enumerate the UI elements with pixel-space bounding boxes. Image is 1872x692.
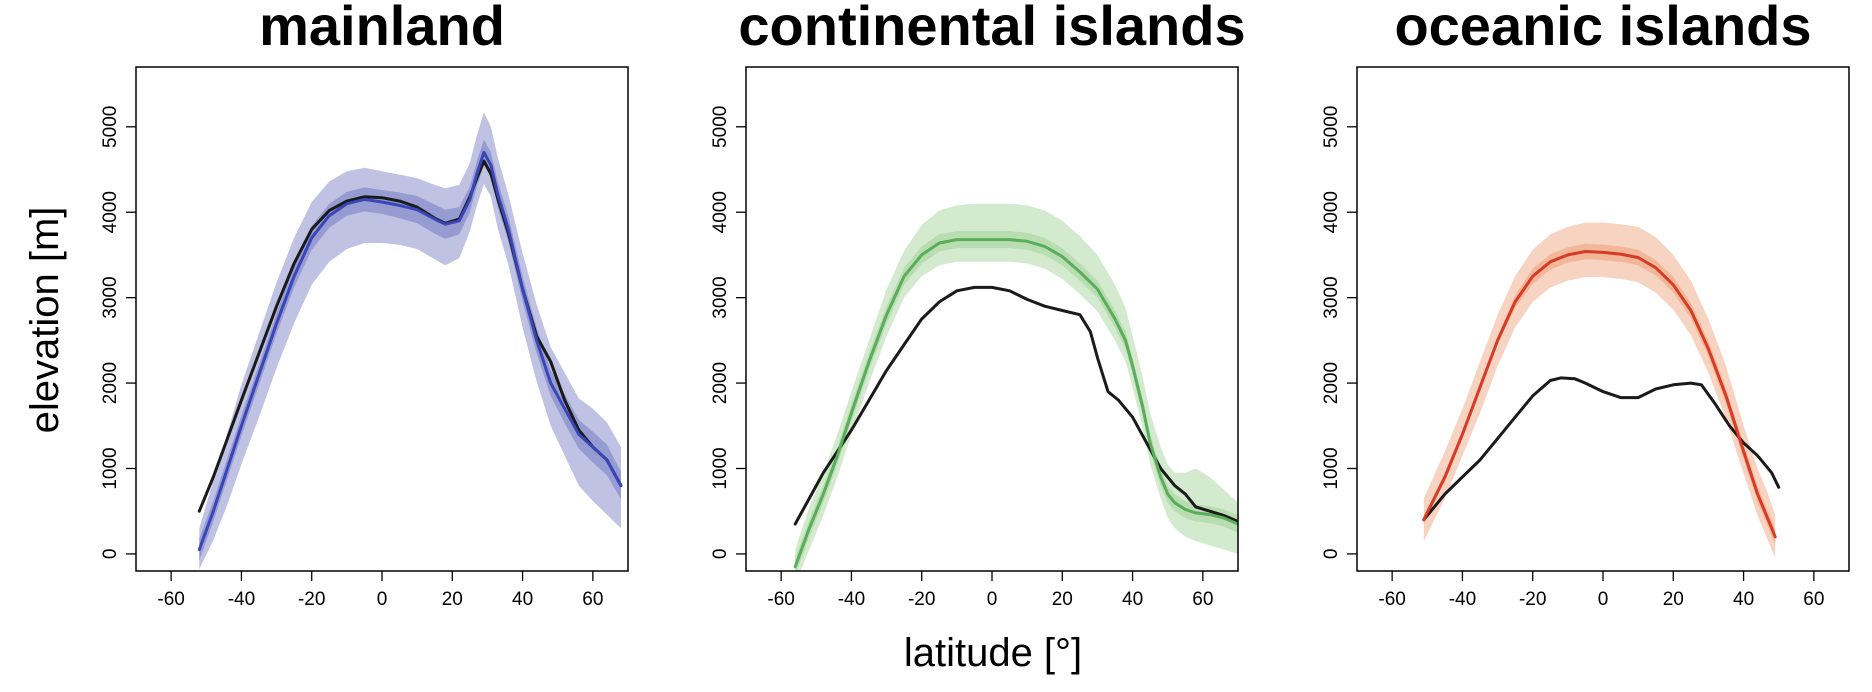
panel-oceanic-islands: -60 -40 -20 0 20 40 60 0 1000 2000 3000 4000 5000 oce… — [1321, 0, 1850, 610]
continental-islands-x-tick-label: 60 — [1192, 589, 1213, 610]
mainland-y-tick-label: 2000 — [100, 362, 121, 404]
continental-islands-x-tick-label: -40 — [838, 589, 865, 610]
continental-islands-outer-band — [795, 203, 1238, 571]
mainland-y-tick-label: 4000 — [100, 191, 121, 233]
oceanic-islands-x-tick-label: 0 — [1598, 589, 1609, 610]
oceanic-islands-y-tick-label: 3000 — [1321, 276, 1342, 318]
oceanic-islands-x-tick-label: -20 — [1519, 589, 1546, 610]
continental-islands-title: continental islands — [738, 0, 1245, 57]
oceanic-islands-color-line — [1422, 250, 1777, 539]
y-axis-label: elevation [m] — [23, 207, 67, 434]
x-axis-label: latitude [°] — [904, 631, 1082, 675]
mainland-plot-area — [197, 112, 623, 570]
panel-mainland: -60 -40 -20 0 20 40 60 0 1000 2000 3000 4000 5000 mai… — [100, 0, 629, 610]
mainland-x-tick-label: -60 — [157, 589, 184, 610]
oceanic-islands-y-tick-label: 4000 — [1321, 191, 1342, 233]
mainland-x-tick-label: -40 — [228, 589, 255, 610]
oceanic-islands-plot-area — [1422, 222, 1781, 559]
continental-islands-x-tick-label: -60 — [767, 589, 794, 610]
mainland-x-tick-label: 20 — [442, 589, 463, 610]
oceanic-islands-x-tick-label: -60 — [1378, 589, 1405, 610]
mainland-y-tick-label: 1000 — [100, 447, 121, 489]
mainland-outer-band — [199, 112, 622, 570]
oceanic-islands-x-tick-label: 40 — [1733, 589, 1754, 610]
mainland-color-line — [197, 150, 623, 552]
oceanic-islands-y-tick-label: 5000 — [1321, 106, 1342, 148]
continental-islands-y-tick-label: 3000 — [710, 276, 731, 318]
mainland-x-tick-label: 0 — [377, 589, 388, 610]
oceanic-islands-y-tick-label: 1000 — [1321, 447, 1342, 489]
continental-islands-x-tick-label: 40 — [1122, 589, 1143, 610]
continental-islands-x-tick-label: 0 — [987, 589, 998, 610]
oceanic-islands-black-line — [1422, 376, 1781, 522]
continental-islands-y-tick-label: 4000 — [710, 191, 731, 233]
continental-islands-y-tick-label: 2000 — [710, 362, 731, 404]
continental-islands-x-tick-label: 20 — [1052, 589, 1073, 610]
oceanic-islands-title: oceanic islands — [1394, 0, 1811, 57]
continental-islands-plot-area — [793, 203, 1238, 571]
continental-islands-y-tick-label: 0 — [710, 549, 731, 560]
continental-islands-color-line — [793, 238, 1238, 569]
mainland-title: mainland — [259, 0, 505, 57]
mainland-y-tick-label: 5000 — [100, 106, 121, 148]
mainland-x-tick-label: -20 — [298, 589, 325, 610]
oceanic-islands-x-tick-label: 20 — [1663, 589, 1684, 610]
oceanic-islands-y-tick-label: 0 — [1321, 549, 1342, 560]
oceanic-islands-x-tick-label: -40 — [1449, 589, 1476, 610]
mainland-x-tick-label: 40 — [512, 589, 533, 610]
continental-islands-x-tick-label: -20 — [908, 589, 935, 610]
continental-islands-y-tick-label: 5000 — [710, 106, 731, 148]
oceanic-islands-x-tick-label: 60 — [1803, 589, 1824, 610]
panel-continental-islands: -60 -40 -20 0 20 40 60 0 1000 2000 3000 4000 5000 con… — [710, 0, 1246, 610]
continental-islands-y-tick-label: 1000 — [710, 447, 731, 489]
oceanic-islands-y-tick-label: 2000 — [1321, 362, 1342, 404]
mainland-y-tick-label: 3000 — [100, 276, 121, 318]
mainland-y-tick-label: 0 — [100, 549, 121, 560]
mainland-x-tick-label: 60 — [582, 589, 603, 610]
continental-islands-black-line — [793, 285, 1238, 526]
